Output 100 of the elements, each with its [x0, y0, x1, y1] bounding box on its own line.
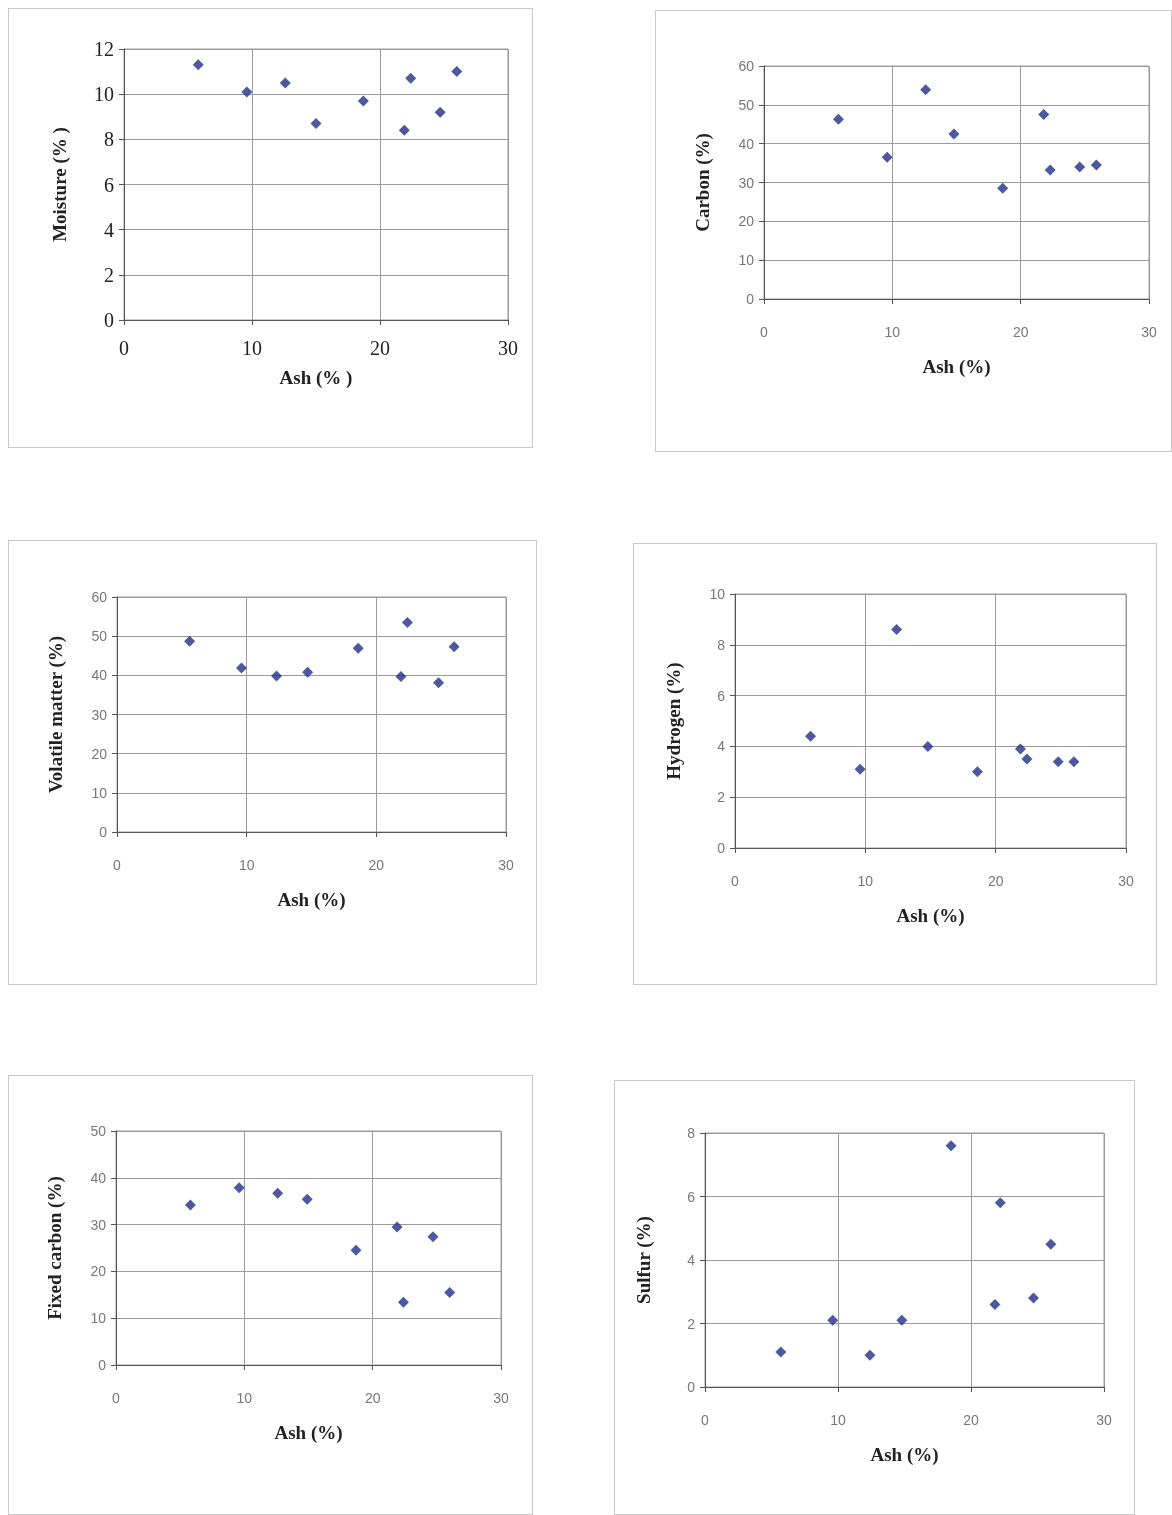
y-tick-label: 40 [90, 1169, 107, 1186]
y-tick-label: 0 [717, 840, 726, 856]
y-tick-label: 2 [104, 263, 114, 286]
y-tick-label: 50 [738, 96, 755, 113]
y-tick-label: 0 [98, 1357, 107, 1373]
x-tick-label: 30 [498, 337, 518, 359]
point [1038, 109, 1050, 121]
point [854, 763, 866, 775]
point [1028, 1292, 1040, 1304]
x-tick-label: 20 [364, 1390, 381, 1406]
x-tick-label: 30 [1141, 324, 1157, 340]
y-tick-label: 6 [717, 687, 726, 704]
point [994, 1197, 1006, 1209]
point [352, 642, 364, 654]
x-tick-label: 30 [1118, 873, 1134, 889]
y-tick-label: 0 [99, 824, 108, 840]
point [948, 128, 960, 140]
point [920, 84, 932, 96]
point [350, 1244, 362, 1256]
point [279, 77, 291, 89]
y-tick-label: 50 [90, 1123, 107, 1139]
x-tick-label: 20 [370, 337, 390, 359]
y-tick-label: 4 [687, 1252, 696, 1268]
y-tick-label: 0 [746, 291, 755, 307]
y-tick-label: 30 [91, 706, 108, 723]
point [241, 86, 253, 98]
x-axis-title: Ash (%) [277, 889, 346, 911]
y-tick-label: 40 [91, 667, 108, 684]
point [827, 1314, 839, 1326]
point [401, 616, 413, 628]
y-tick-label: 10 [738, 252, 755, 269]
point [270, 670, 282, 682]
point [397, 1296, 409, 1308]
point [310, 118, 322, 130]
y-tick-label: 10 [709, 586, 726, 602]
y-tick-label: 20 [90, 1263, 107, 1280]
point [1090, 159, 1102, 171]
y-tick-label: 20 [91, 745, 108, 762]
y-tick-label: 40 [738, 135, 755, 152]
y-axis-title: Sulfur (%) [633, 1216, 655, 1304]
y-axis-title: Hydrogen (%) [663, 662, 685, 780]
point [1014, 743, 1026, 755]
point [451, 66, 463, 78]
point [235, 662, 247, 674]
x-axis-title: Ash (% ) [279, 367, 353, 389]
y-tick-label: 30 [738, 174, 755, 191]
point [1052, 756, 1064, 768]
y-tick-label: 10 [91, 784, 108, 801]
point [1068, 756, 1080, 768]
x-tick-label: 10 [884, 324, 901, 340]
y-tick-label: 30 [90, 1216, 107, 1233]
point [891, 624, 903, 636]
y-tick-label: 10 [94, 83, 114, 106]
y-tick-label: 2 [717, 789, 726, 806]
point [864, 1349, 876, 1361]
point [398, 124, 410, 136]
point [192, 59, 204, 71]
y-tick-label: 0 [687, 1379, 696, 1395]
y-tick-label: 2 [687, 1315, 696, 1332]
point [881, 151, 893, 163]
point [922, 740, 934, 752]
point [1074, 161, 1086, 173]
point [233, 1182, 245, 1194]
point [832, 113, 844, 125]
point [405, 72, 417, 84]
x-axis-title: Ash (%) [274, 1422, 343, 1444]
point [775, 1346, 787, 1358]
point [444, 1286, 456, 1298]
point [805, 730, 817, 742]
y-axis-title: Moisture (% ) [49, 127, 71, 242]
x-tick-label: 10 [242, 337, 262, 359]
point [989, 1298, 1001, 1310]
x-axis-title: Ash (%) [922, 356, 991, 378]
x-tick-label: 0 [701, 1412, 710, 1428]
point [1045, 1238, 1057, 1250]
x-axis-title: Ash (%) [896, 905, 965, 927]
y-tick-label: 50 [91, 628, 108, 645]
x-tick-label: 30 [493, 1390, 509, 1406]
point [391, 1221, 403, 1233]
x-tick-label: 30 [498, 857, 514, 873]
y-tick-label: 8 [104, 128, 114, 151]
y-tick-label: 60 [91, 589, 108, 605]
x-tick-label: 20 [963, 1412, 979, 1428]
y-tick-label: 20 [738, 213, 755, 230]
y-axis-title: Carbon (%) [692, 133, 714, 232]
y-tick-label: 8 [687, 1125, 696, 1141]
point [896, 1314, 908, 1326]
point [945, 1140, 957, 1152]
y-tick-label: 10 [90, 1310, 107, 1327]
y-tick-label: 6 [104, 173, 114, 196]
point [971, 766, 983, 778]
y-axis-title: Volatile matter (%) [45, 635, 67, 794]
x-tick-label: 10 [857, 873, 874, 889]
x-tick-label: 30 [1096, 1412, 1112, 1428]
y-tick-label: 6 [687, 1188, 696, 1205]
y-axis-title: Fixed carbon (%) [44, 1176, 66, 1320]
y-tick-label: 4 [717, 738, 726, 755]
x-tick-label: 10 [236, 1390, 253, 1406]
point [448, 641, 460, 653]
y-tick-label: 60 [738, 58, 755, 74]
